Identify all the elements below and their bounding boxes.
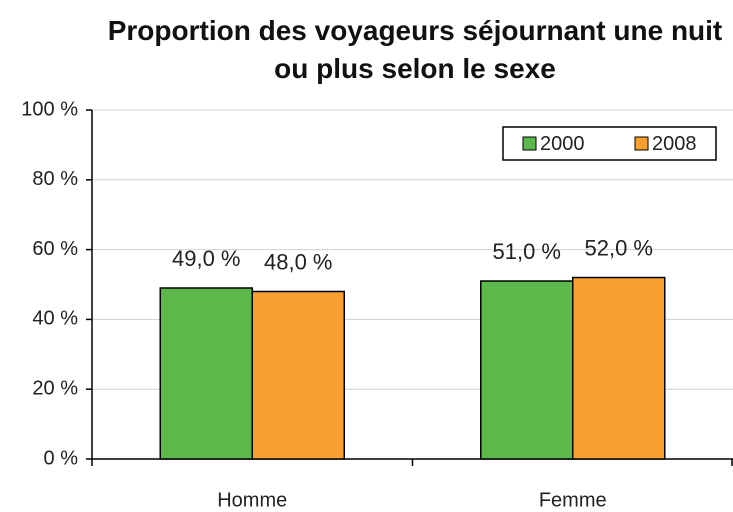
chart-title: Proportion des voyageurs séjournant une … — [107, 15, 723, 84]
value-label: 49,0 % — [172, 246, 241, 271]
bar — [159, 287, 253, 460]
value-label: 48,0 % — [264, 249, 333, 274]
legend-swatch — [522, 136, 537, 151]
legend-box — [502, 126, 717, 161]
legend-label: 2000 — [540, 133, 585, 155]
y-tick-label: 80 % — [32, 168, 78, 190]
legend-label: 2008 — [652, 133, 697, 155]
bar — [480, 280, 574, 460]
y-tick-label: 0 % — [44, 447, 79, 469]
x-tick-label: Homme — [217, 489, 287, 511]
x-tick-label: Femme — [539, 489, 607, 511]
value-label: 52,0 % — [585, 235, 654, 260]
y-tick-label: 40 % — [32, 308, 78, 330]
y-tick-label: 100 % — [21, 98, 78, 120]
bar — [251, 290, 345, 460]
y-tick-label: 20 % — [32, 377, 78, 399]
legend-swatch — [634, 136, 649, 151]
y-tick-label: 60 % — [32, 238, 78, 260]
value-label: 51,0 % — [493, 239, 562, 264]
bar — [572, 276, 666, 460]
